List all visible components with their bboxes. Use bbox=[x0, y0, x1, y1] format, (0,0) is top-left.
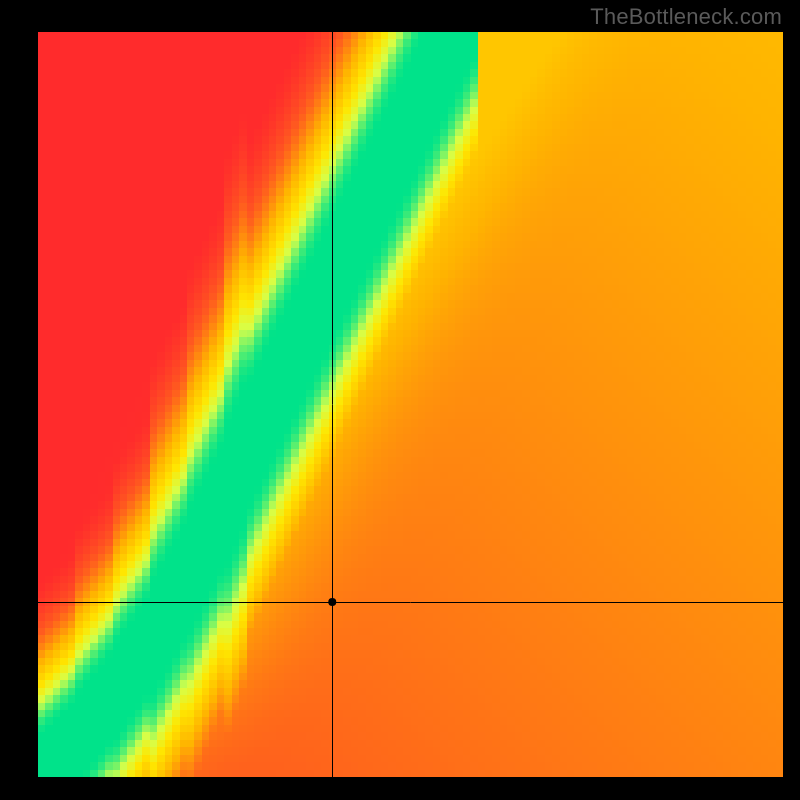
watermark-text: TheBottleneck.com bbox=[590, 4, 782, 30]
bottleneck-heatmap bbox=[0, 0, 800, 800]
chart-container: TheBottleneck.com bbox=[0, 0, 800, 800]
